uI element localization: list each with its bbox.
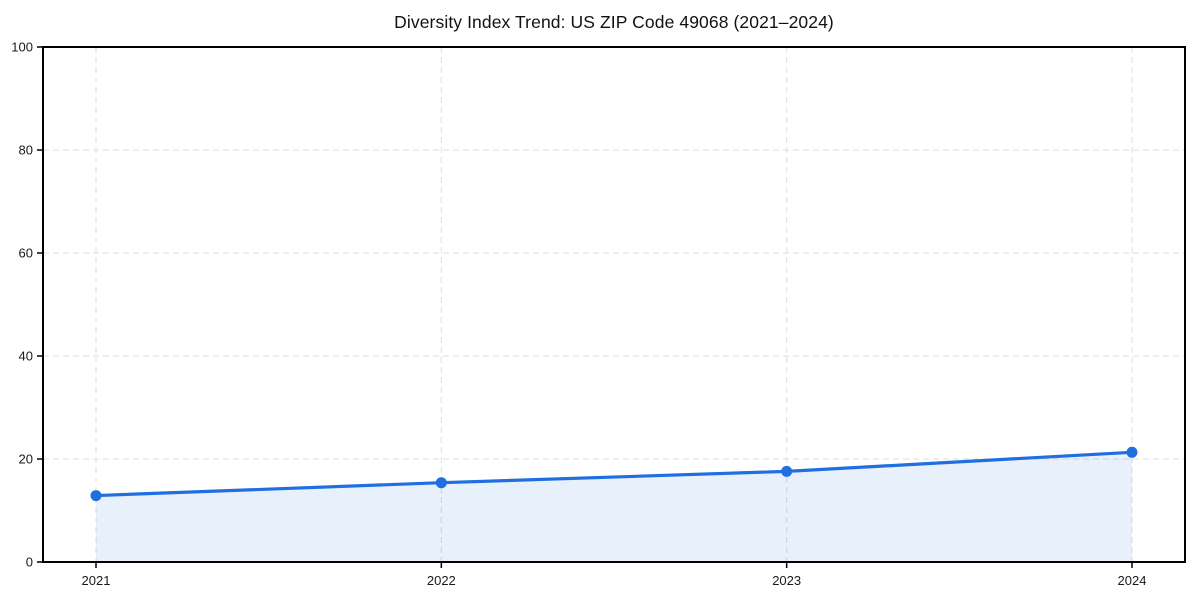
series-line (94, 450, 1134, 498)
series-area (96, 452, 1132, 562)
data-point (90, 490, 102, 502)
x-tick-label: 2024 (1118, 573, 1147, 588)
y-tick-label: 100 (11, 40, 33, 55)
y-tick-label: 20 (19, 452, 33, 467)
x-tick-label: 2021 (82, 573, 111, 588)
data-point (781, 465, 793, 477)
y-tick-label: 40 (19, 349, 33, 364)
data-point (435, 477, 447, 489)
x-tick-label: 2023 (772, 573, 801, 588)
chart-title: Diversity Index Trend: US ZIP Code 49068… (394, 12, 834, 32)
data-point (1126, 446, 1138, 458)
y-tick-label: 0 (26, 555, 33, 570)
y-tick-label: 80 (19, 143, 33, 158)
y-tick-label: 60 (19, 246, 33, 261)
x-tick-label: 2022 (427, 573, 456, 588)
plot-border (42, 46, 1186, 563)
